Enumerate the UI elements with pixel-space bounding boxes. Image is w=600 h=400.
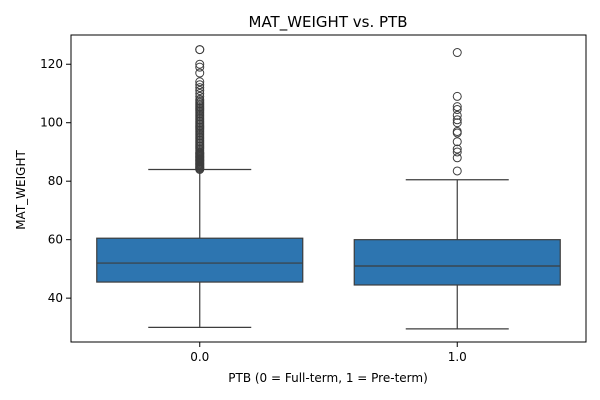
outlier-point	[195, 88, 205, 98]
outlier-point	[195, 94, 205, 104]
outlier-point	[452, 105, 462, 115]
outlier-point	[452, 153, 462, 163]
outlier-point	[195, 62, 205, 72]
outlier-point	[452, 137, 462, 147]
y-axis-label: MAT_WEIGHT	[14, 150, 28, 230]
outlier-point	[195, 80, 205, 90]
box-iqr	[353, 239, 561, 286]
x-tick-label: 1.0	[448, 350, 467, 364]
x-axis-label: PTB (0 = Full-term, 1 = Pre-term)	[228, 371, 428, 385]
outlier-point	[452, 144, 462, 154]
y-tick-label: 40	[48, 291, 63, 305]
chart-title: MAT_WEIGHT vs. PTB	[249, 13, 408, 32]
x-tick-label: 0.0	[190, 350, 209, 364]
plot-area: 40 60 80 100 120 0.0 1.0	[40, 45, 561, 364]
outlier-point	[452, 118, 462, 128]
outlier-point	[452, 91, 462, 101]
outlier-point	[195, 86, 205, 96]
outlier-point	[452, 102, 462, 112]
outlier-point	[195, 59, 205, 69]
outlier-point	[452, 147, 462, 157]
y-tick-label: 100	[40, 116, 63, 130]
outlier-point	[452, 110, 462, 120]
outlier-point	[195, 91, 205, 101]
outlier-point	[452, 166, 462, 176]
outlier-point	[452, 126, 462, 136]
outlier-point	[452, 115, 462, 125]
outlier-point	[195, 83, 205, 93]
outlier-point	[195, 45, 205, 55]
y-tick-label: 80	[48, 174, 63, 188]
outlier-point	[195, 68, 205, 78]
outlier-point	[452, 48, 462, 58]
outlier-point	[195, 77, 205, 87]
y-tick-label: 60	[48, 233, 63, 247]
plot-frame	[70, 34, 587, 343]
y-tick-label: 120	[40, 57, 63, 71]
box-iqr	[96, 237, 304, 283]
